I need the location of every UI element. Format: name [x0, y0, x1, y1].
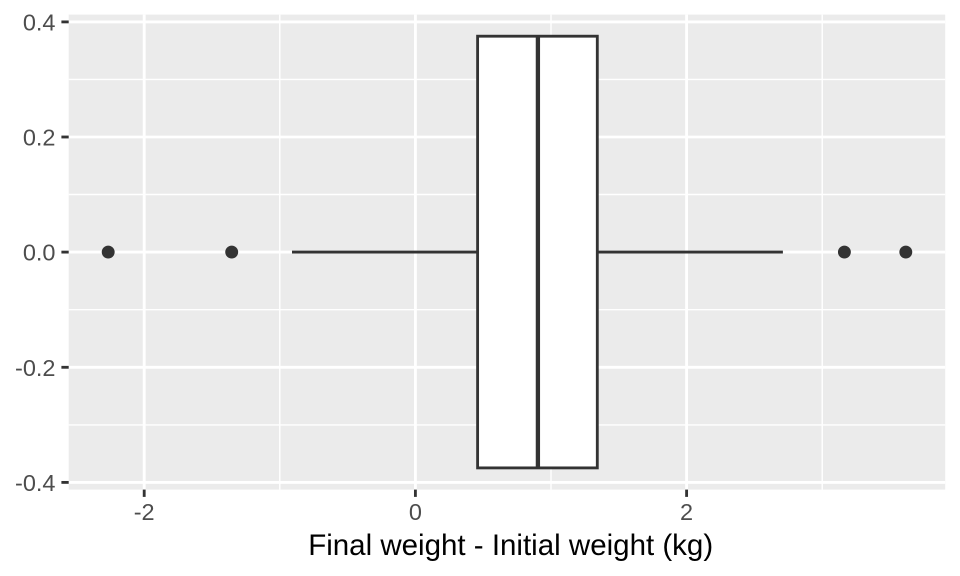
svg-text:Final weight - Initial weight: Final weight - Initial weight (kg) [308, 529, 713, 562]
svg-text:0: 0 [409, 499, 422, 525]
svg-text:-0.4: -0.4 [15, 470, 56, 496]
svg-text:-2: -2 [134, 499, 155, 525]
svg-text:0.4: 0.4 [23, 9, 56, 35]
svg-text:0.0: 0.0 [23, 240, 56, 266]
svg-text:2: 2 [680, 499, 693, 525]
svg-text:0.2: 0.2 [23, 125, 56, 151]
svg-text:-0.2: -0.2 [15, 355, 56, 381]
